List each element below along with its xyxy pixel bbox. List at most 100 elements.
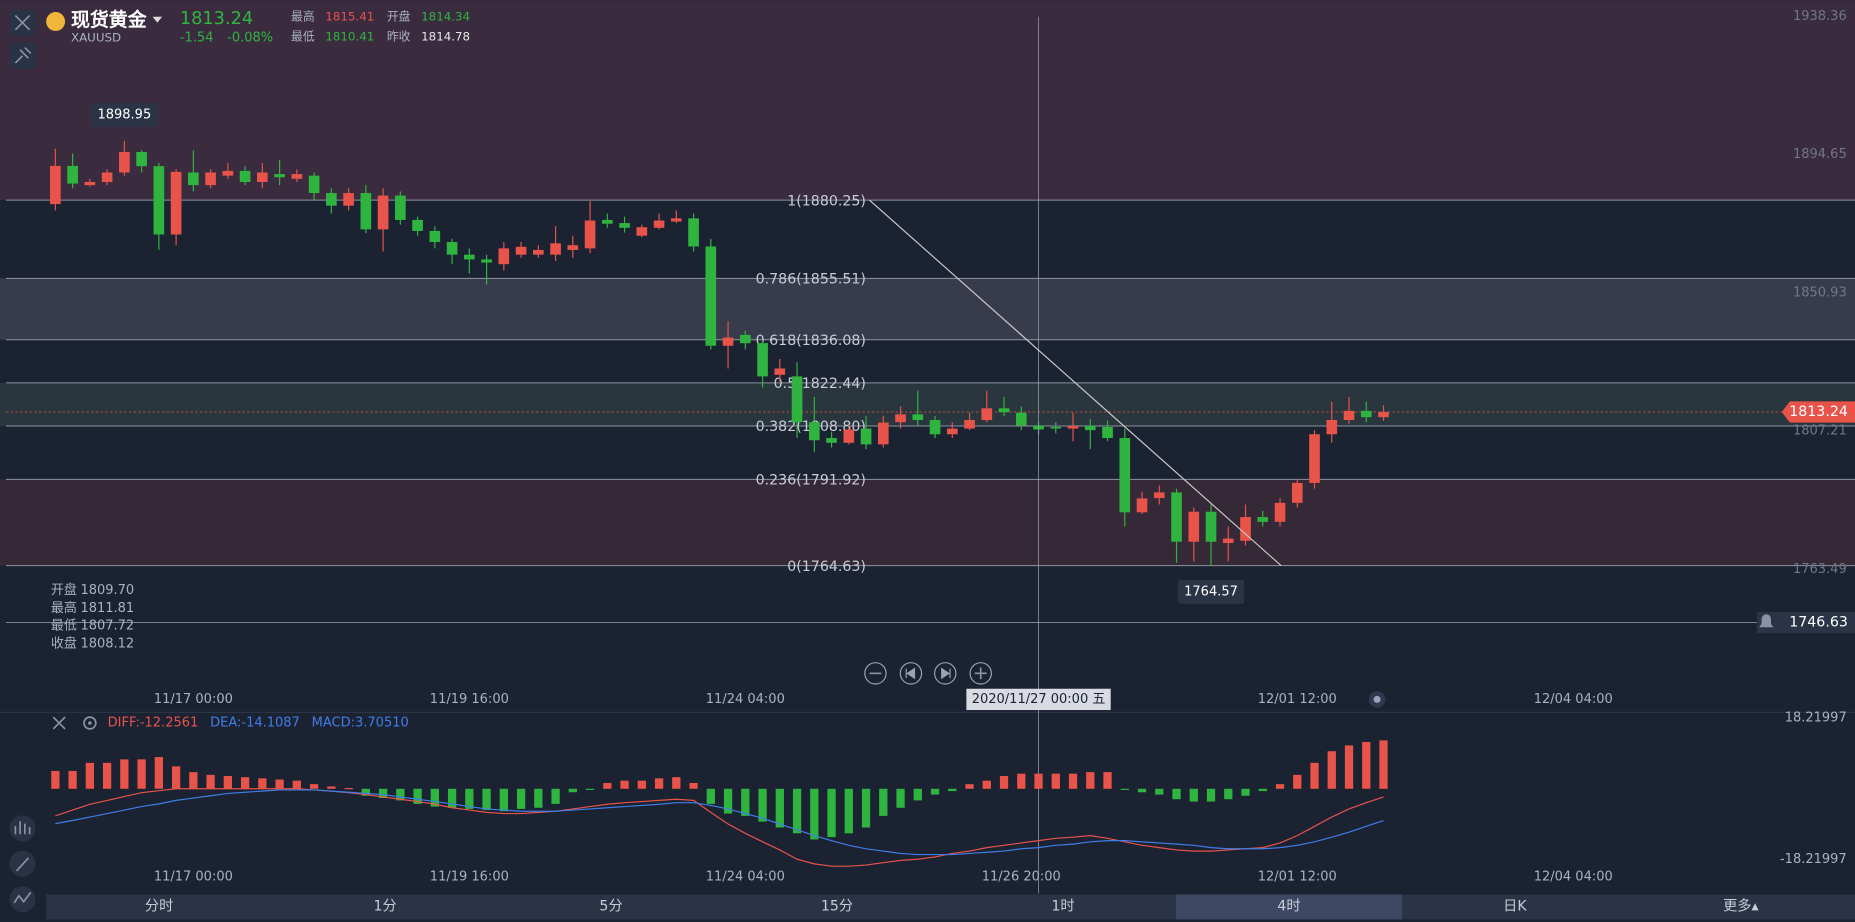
candle-body: [636, 227, 648, 236]
macd-bar: [1155, 788, 1164, 795]
draw-button[interactable]: [9, 850, 36, 877]
macd-bar: [792, 788, 802, 834]
change-pct: -0.08%: [227, 31, 273, 46]
last-price-tag: [1781, 401, 1855, 423]
macd-bar: [603, 782, 612, 789]
y-tick-label: 1850.93: [1793, 285, 1847, 300]
macd-bar: [482, 788, 491, 811]
candle-body: [1119, 438, 1131, 513]
tab[interactable]: 1分: [373, 898, 396, 914]
candle-body: [1240, 517, 1251, 541]
high-marker: 1898.95: [97, 108, 151, 123]
candle-body: [826, 438, 837, 443]
macd-bar: [879, 788, 888, 816]
candle-body: [584, 220, 596, 249]
fib-label: 1(1880.25): [787, 193, 866, 209]
pin-button[interactable]: [9, 42, 36, 69]
macd-bar: [1137, 788, 1147, 793]
tab[interactable]: 日K: [1503, 898, 1527, 914]
candle-body: [429, 230, 441, 243]
macd-bar: [585, 788, 595, 790]
legend-entry: DEA:-14.1087: [210, 716, 300, 731]
candle-body: [1378, 411, 1389, 418]
macd-bar: [206, 774, 215, 789]
tab[interactable]: 5分: [599, 898, 622, 914]
x-tick-label: 11/24 04:00: [706, 692, 785, 707]
macd-line: [55, 789, 1384, 856]
macd-settings[interactable]: [83, 716, 97, 730]
candle-body: [67, 165, 78, 184]
macd-bar: [689, 782, 698, 789]
tab[interactable]: 更多▴: [1723, 897, 1759, 914]
candle-body: [619, 223, 630, 228]
macd-bar: [758, 788, 767, 822]
candle-body: [1102, 426, 1113, 439]
macd-bar: [378, 788, 388, 799]
macd-bar: [637, 780, 646, 789]
macd-bar: [361, 788, 370, 796]
stat-label: 最高: [291, 9, 315, 23]
tool-button[interactable]: [9, 815, 36, 842]
candle-body: [377, 195, 389, 230]
x-tick-label: 12/01 12:00: [1258, 869, 1337, 884]
candle-body: [308, 175, 320, 194]
change: -1.54: [180, 31, 214, 46]
candle-body: [205, 172, 216, 186]
y-tick-label: 1807.21: [1793, 424, 1847, 439]
jump-start[interactable]: [899, 662, 923, 685]
zoom-in[interactable]: [969, 662, 992, 685]
fib-label: 0.786(1855.51): [756, 272, 866, 288]
y-tick-label: 18.21997: [1785, 711, 1847, 726]
plot: 1898.95 1764.57 2020/11/27 00:00 五 开盘 1809.7…: [50, 16, 1389, 894]
low-marker-box: [1177, 580, 1245, 604]
readout-label: 收盘: [51, 635, 77, 651]
candle-body: [912, 414, 924, 421]
candle-body: [860, 428, 872, 445]
tab[interactable]: 1时: [1051, 898, 1074, 914]
fib-band: [0, 278, 1855, 340]
fib-label: 0.618(1836.08): [756, 333, 866, 349]
alert-bell[interactable]: [1759, 614, 1774, 628]
x-tick-label: 11/24 04:00: [706, 869, 785, 884]
macd-bar: [1362, 741, 1371, 789]
settings-dot[interactable]: [1368, 691, 1386, 708]
macd-bar: [896, 788, 905, 808]
tab[interactable]: 15分: [821, 898, 853, 914]
macd-bar: [327, 786, 336, 789]
candle-body: [1188, 511, 1200, 542]
candle-body: [705, 246, 717, 346]
candle-body: [360, 193, 372, 230]
crosshair-label-box: [966, 688, 1111, 711]
candle-body: [964, 420, 975, 429]
macd-bar: [775, 788, 784, 828]
jump-end[interactable]: [934, 662, 957, 685]
candle-body: [757, 343, 768, 377]
candle-body: [1309, 434, 1320, 483]
candle-body: [239, 170, 251, 182]
tab[interactable]: 分时: [145, 898, 173, 914]
candle-body: [877, 422, 889, 445]
macd-bar: [51, 770, 60, 789]
close-button[interactable]: [9, 9, 36, 36]
zoom-out[interactable]: [864, 662, 887, 685]
indicator-button[interactable]: [9, 886, 36, 913]
candle-body: [688, 218, 699, 247]
dropdown-arrow[interactable]: [152, 16, 163, 23]
macd-bar: [154, 757, 163, 789]
tab[interactable]: 4时: [1277, 898, 1300, 914]
macd-bar: [948, 788, 957, 792]
macd-bar: [1103, 772, 1112, 789]
candle-body: [1084, 426, 1096, 431]
fib-band: [0, 382, 1855, 427]
macd-close[interactable]: [52, 716, 66, 730]
macd-bar: [741, 788, 750, 816]
macd-bar: [844, 788, 853, 834]
price: 1813.24: [180, 9, 253, 29]
trend-line[interactable]: [869, 199, 1282, 567]
x-tick-label: 11/17 00:00: [154, 692, 233, 707]
candle-body: [929, 420, 941, 435]
readout-value: 1811.81: [80, 601, 134, 616]
candle-body: [188, 172, 199, 186]
candle-body: [222, 170, 234, 176]
